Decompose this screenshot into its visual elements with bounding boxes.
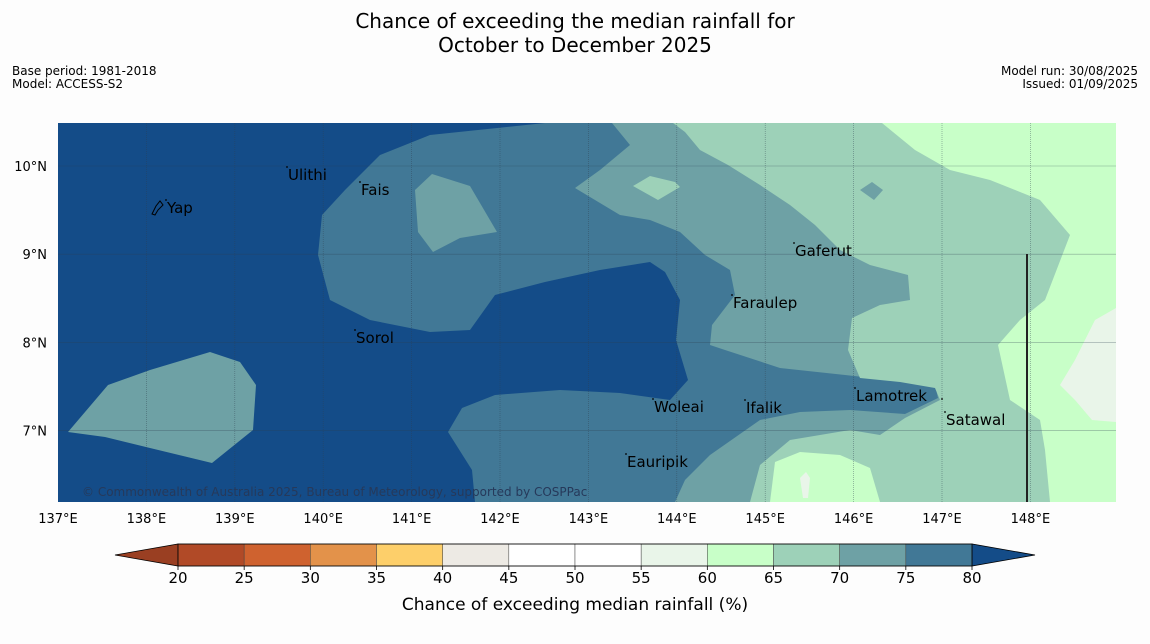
colorbar-segment <box>508 543 576 567</box>
place-label: Ulithi <box>288 166 327 184</box>
model-run-text: Model run: 30/08/2025 <box>1000 64 1138 78</box>
lon-tick-label: 137°E <box>38 512 78 527</box>
contour-patch-south-small <box>800 472 810 498</box>
lat-tick-label: 8°N <box>23 336 48 351</box>
place-label: Yap <box>166 199 193 217</box>
colorbar-tick-label: 65 <box>764 569 783 587</box>
yap-island-outline <box>151 200 164 216</box>
lon-tick-label: 147°E <box>922 512 962 527</box>
place-dot <box>731 294 733 296</box>
colorbar-extend-under <box>114 543 179 567</box>
place-label: Lamotrek <box>856 387 927 405</box>
map-panel: © Commonwealth of Australia 2025, Bureau… <box>58 123 1116 502</box>
colorbar-tick-label: 25 <box>235 569 254 587</box>
place-dot <box>652 398 654 400</box>
place-label: Satawal <box>946 411 1005 429</box>
colorbar-segment <box>376 543 443 567</box>
place-dot <box>944 411 946 413</box>
place-dot <box>165 199 167 201</box>
contour-55-60 <box>882 123 1116 502</box>
lon-tick-label: 143°E <box>569 512 609 527</box>
place-dot <box>354 329 356 331</box>
place-dot <box>744 399 746 401</box>
lon-tick-label: 146°E <box>834 512 874 527</box>
colorbar-tick-label: 70 <box>830 569 849 587</box>
chart-title-line-2: October to December 2025 <box>438 33 712 57</box>
colorbar-segment <box>177 543 245 567</box>
colorbar-segment <box>707 543 774 567</box>
place-labels: Ulithi Fais Yap Gaferut Faraulep Sorol Lamotre… <box>165 166 1005 471</box>
contour-60-65 <box>673 123 1116 502</box>
colorbar-tick-label: 45 <box>499 569 518 587</box>
place-label: Faraulep <box>733 294 797 312</box>
place-label: Woleai <box>654 398 704 416</box>
colorbar-tick-label: 30 <box>301 569 320 587</box>
lat-tick-label: 9°N <box>23 248 48 263</box>
colorbar-segment <box>905 543 973 567</box>
lon-tick-label: 142°E <box>480 512 520 527</box>
lon-tick-label: 148°E <box>1011 512 1051 527</box>
lon-tick-label: 145°E <box>745 512 785 527</box>
place-label: Fais <box>361 181 390 199</box>
copyright-text: © Commonwealth of Australia 2025, Bureau… <box>82 485 587 499</box>
contour-50-55 <box>1060 308 1116 422</box>
place-dot <box>359 181 361 183</box>
contour-patch-west <box>68 352 256 463</box>
colorbar-segment <box>442 543 510 567</box>
lat-tick-label: 10°N <box>14 160 47 175</box>
colorbar-segment <box>773 543 840 567</box>
colorbar-segment <box>243 543 311 567</box>
colorbar-tick-label: 50 <box>565 569 584 587</box>
contour-patch-146 <box>860 182 883 200</box>
colorbar: 20 25 30 35 40 45 50 55 60 65 70 75 80 <box>114 543 1036 587</box>
colorbar-segment <box>310 543 377 567</box>
contour-patch-165 <box>633 176 680 200</box>
place-label: Gaferut <box>795 242 852 260</box>
contour-patch-fais <box>415 174 497 252</box>
colorbar-tick-label: 20 <box>168 569 187 587</box>
model-text: Model: ACCESS-S2 <box>12 77 124 91</box>
colorbar-tick-label: 40 <box>433 569 452 587</box>
place-label: Ifalik <box>746 399 782 417</box>
lon-tick-label: 144°E <box>657 512 697 527</box>
place-label: Sorol <box>356 329 394 347</box>
lon-tick-label: 139°E <box>215 512 255 527</box>
colorbar-tick-label: 35 <box>367 569 386 587</box>
lat-tick-label: 7°N <box>23 425 48 440</box>
lon-tick-label: 138°E <box>127 512 167 527</box>
contour-patch-south <box>770 452 880 502</box>
info-right: Model run: 30/08/2025 Issued: 01/09/2025 <box>1001 65 1138 91</box>
colorbar-tick-label: 80 <box>962 569 981 587</box>
colorbar-tick-label: 60 <box>698 569 717 587</box>
colorbar-segment <box>839 543 907 567</box>
colorbar-segment <box>574 543 642 567</box>
place-dot <box>625 453 627 455</box>
place-dot <box>854 387 856 389</box>
chart-title-line-1: Chance of exceeding the median rainfall … <box>355 9 795 33</box>
colorbar-segment <box>640 543 708 567</box>
info-left: Base period: 1981-2018 Model: ACCESS-S2 <box>12 65 157 91</box>
lon-tick-label: 141°E <box>392 512 432 527</box>
lon-tick-label: 140°E <box>303 512 343 527</box>
colorbar-extend-over <box>971 543 1036 567</box>
axis-labels: 137°E 138°E 139°E 140°E 141°E 142°E 143°E 144°E… <box>14 160 1050 527</box>
colorbar-tick-label: 75 <box>896 569 915 587</box>
place-dot <box>793 242 795 244</box>
colorbar-tick-label: 55 <box>632 569 651 587</box>
place-label: Eauripik <box>627 453 688 471</box>
colorbar-label: Chance of exceeding median rainfall (%) <box>402 595 748 615</box>
place-dot <box>286 166 288 168</box>
issued-text: Issued: 01/09/2025 <box>1022 77 1138 91</box>
grid-lines <box>58 123 1116 502</box>
base-period-text: Base period: 1981-2018 <box>12 64 157 78</box>
island-dot <box>941 398 943 400</box>
